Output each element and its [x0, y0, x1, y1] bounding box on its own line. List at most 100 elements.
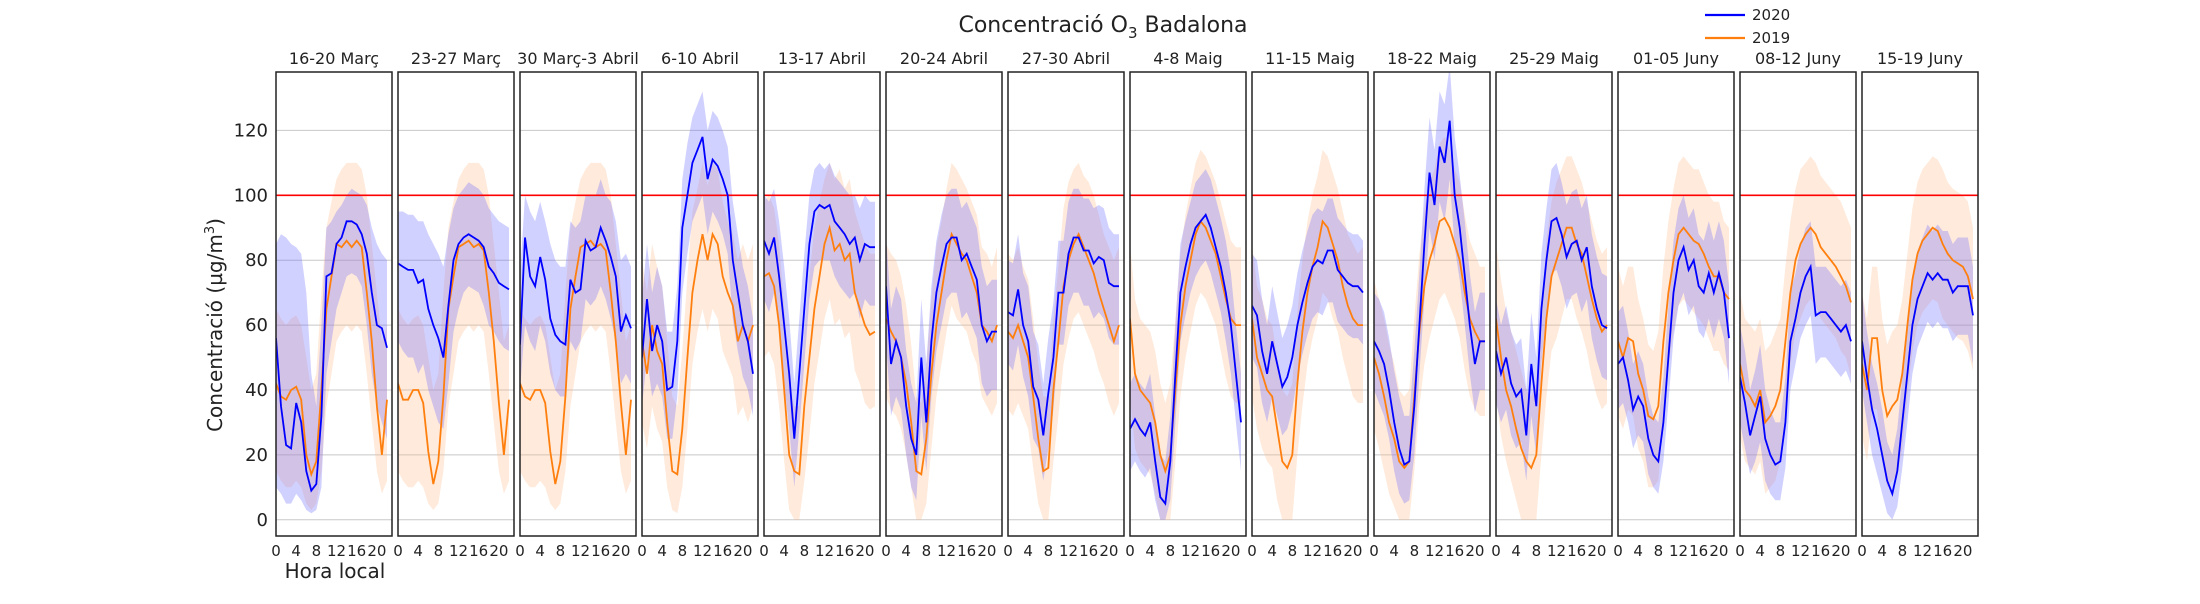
panel-plot-area	[276, 162, 392, 514]
x-tick-label: 0	[637, 542, 647, 560]
y-tick-label: 0	[257, 510, 268, 531]
x-tick-label: 4	[1877, 542, 1887, 560]
legend-label-2019: 2019	[1752, 29, 1790, 47]
x-tick-label: 12	[1303, 542, 1322, 560]
y-tick-label: 40	[245, 380, 268, 401]
series-line-2019	[764, 224, 876, 476]
x-tick-label: 16	[591, 542, 610, 560]
panel-plot-area	[1252, 149, 1368, 520]
x-axis-label: Hora local	[285, 559, 386, 583]
panel-plot-area	[1008, 162, 1124, 520]
panel: 6-10 Abril 0 4 8 12 16 20	[637, 49, 759, 560]
x-tick-label: 4	[901, 542, 911, 560]
x-tick-label: 12	[1913, 542, 1932, 560]
x-tick-label: 20	[1587, 542, 1606, 560]
x-tick-label: 0	[1613, 542, 1623, 560]
x-tick-label: 16	[1079, 542, 1098, 560]
panel-title: 6-10 Abril	[661, 49, 739, 68]
panel: 08-12 Juny 0 4 8 12 16 20	[1735, 49, 1857, 560]
panel: 27-30 Abril 0 4 8 12 16 20	[1003, 49, 1125, 560]
x-tick-label: 4	[1389, 542, 1399, 560]
panel-plot-area	[520, 162, 636, 510]
band-2019	[1252, 149, 1363, 520]
x-tick-label: 8	[1898, 542, 1908, 560]
panel: 01-05 Juny 0 4 8 12 16 20	[1613, 49, 1735, 560]
x-tick-label: 20	[1221, 542, 1240, 560]
series-line-2019	[642, 231, 754, 476]
y-axis-label: Concentració (µg/m3)	[203, 218, 227, 432]
x-tick-label: 8	[1410, 542, 1420, 560]
x-tick-label: 4	[1267, 542, 1277, 560]
legend-label-2020: 2020	[1752, 6, 1790, 24]
series-line-2019	[1740, 226, 1852, 425]
series-line-2020	[1252, 249, 1364, 390]
panel-frame	[1495, 71, 1613, 537]
series-line-2020	[1618, 244, 1730, 464]
series-line-2020	[764, 203, 875, 439]
x-tick-label: 12	[571, 542, 590, 560]
x-tick-label: 20	[977, 542, 996, 560]
series-line-2020	[886, 236, 997, 456]
panel-frame	[1373, 71, 1491, 537]
x-tick-label: 20	[1709, 542, 1728, 560]
series-line-2020	[1740, 263, 1852, 466]
series-line-2019	[398, 239, 510, 485]
panel: 4-8 Maig 0 4 8 12 16 20	[1125, 49, 1247, 560]
panel-plot-area	[1740, 156, 1856, 501]
x-tick-label: 16	[1567, 542, 1586, 560]
panel-title: 18-22 Maig	[1387, 49, 1477, 68]
series-line-2019	[886, 231, 998, 476]
series-line-2019	[1618, 226, 1730, 421]
panel: 15-19 Juny 0 4 8 12 16 20	[1857, 49, 1979, 560]
band-2020	[1862, 224, 1973, 520]
panel-title: 08-12 Juny	[1755, 49, 1841, 68]
x-tick-label: 12	[937, 542, 956, 560]
x-tick-label: 0	[1735, 542, 1745, 560]
series-line-2019	[1496, 226, 1608, 470]
x-tick-label: 20	[489, 542, 508, 560]
x-tick-label: 8	[1166, 542, 1176, 560]
series-line-2019	[276, 239, 388, 478]
x-tick-label: 20	[1953, 542, 1972, 560]
series-line-2019	[1130, 219, 1241, 475]
x-tick-label: 20	[1831, 542, 1850, 560]
y-axis-label-main: Concentració (µg/m	[203, 234, 227, 432]
series-line-2020	[642, 136, 754, 392]
panel-title: 27-30 Abril	[1022, 49, 1110, 68]
panel-plot-area	[1374, 72, 1490, 520]
panel: 11-15 Maig 0 4 8 12 16 20	[1247, 49, 1369, 560]
series-line-2019	[1862, 226, 1974, 419]
panel: 23-27 Març 0 4 8 12 16 20	[393, 49, 515, 560]
band-2019	[1740, 156, 1851, 494]
panel: 16-20 Març 0 4 8 12 16 20	[271, 49, 393, 560]
band-2019	[1374, 136, 1485, 520]
y-tick-label: 80	[245, 250, 268, 271]
panel: 18-22 Maig 0 4 8 12 16 20	[1369, 49, 1491, 560]
panel-frame	[1617, 71, 1735, 537]
panel-title: 20-24 Abril	[900, 49, 988, 68]
chart-title-main: Concentració O	[958, 13, 1127, 38]
x-tick-label: 12	[815, 542, 834, 560]
band-2020	[1252, 198, 1363, 436]
x-tick-label: 4	[1145, 542, 1155, 560]
x-tick-label: 16	[957, 542, 976, 560]
panel-title: 16-20 Març	[289, 49, 379, 68]
x-tick-label: 4	[779, 542, 789, 560]
series-line-2020	[1008, 236, 1119, 436]
band-2019	[642, 162, 753, 514]
panel: 25-29 Maig 0 4 8 12 16 20	[1491, 49, 1613, 560]
x-tick-label: 16	[1811, 542, 1830, 560]
x-tick-label: 16	[1201, 542, 1220, 560]
x-tick-label: 8	[1776, 542, 1786, 560]
x-tick-label: 8	[1654, 542, 1664, 560]
panel-frame	[1007, 71, 1125, 537]
panel-frame	[641, 71, 759, 537]
panel-frame	[1739, 71, 1857, 537]
x-tick-label: 4	[291, 542, 301, 560]
panel-title: 01-05 Juny	[1633, 49, 1719, 68]
panel-frame	[1251, 71, 1369, 537]
chart-title-sub: 3	[1128, 24, 1138, 42]
y-tick-label: 20	[245, 445, 268, 466]
x-tick-label: 16	[1933, 542, 1952, 560]
x-tick-label: 8	[1288, 542, 1298, 560]
